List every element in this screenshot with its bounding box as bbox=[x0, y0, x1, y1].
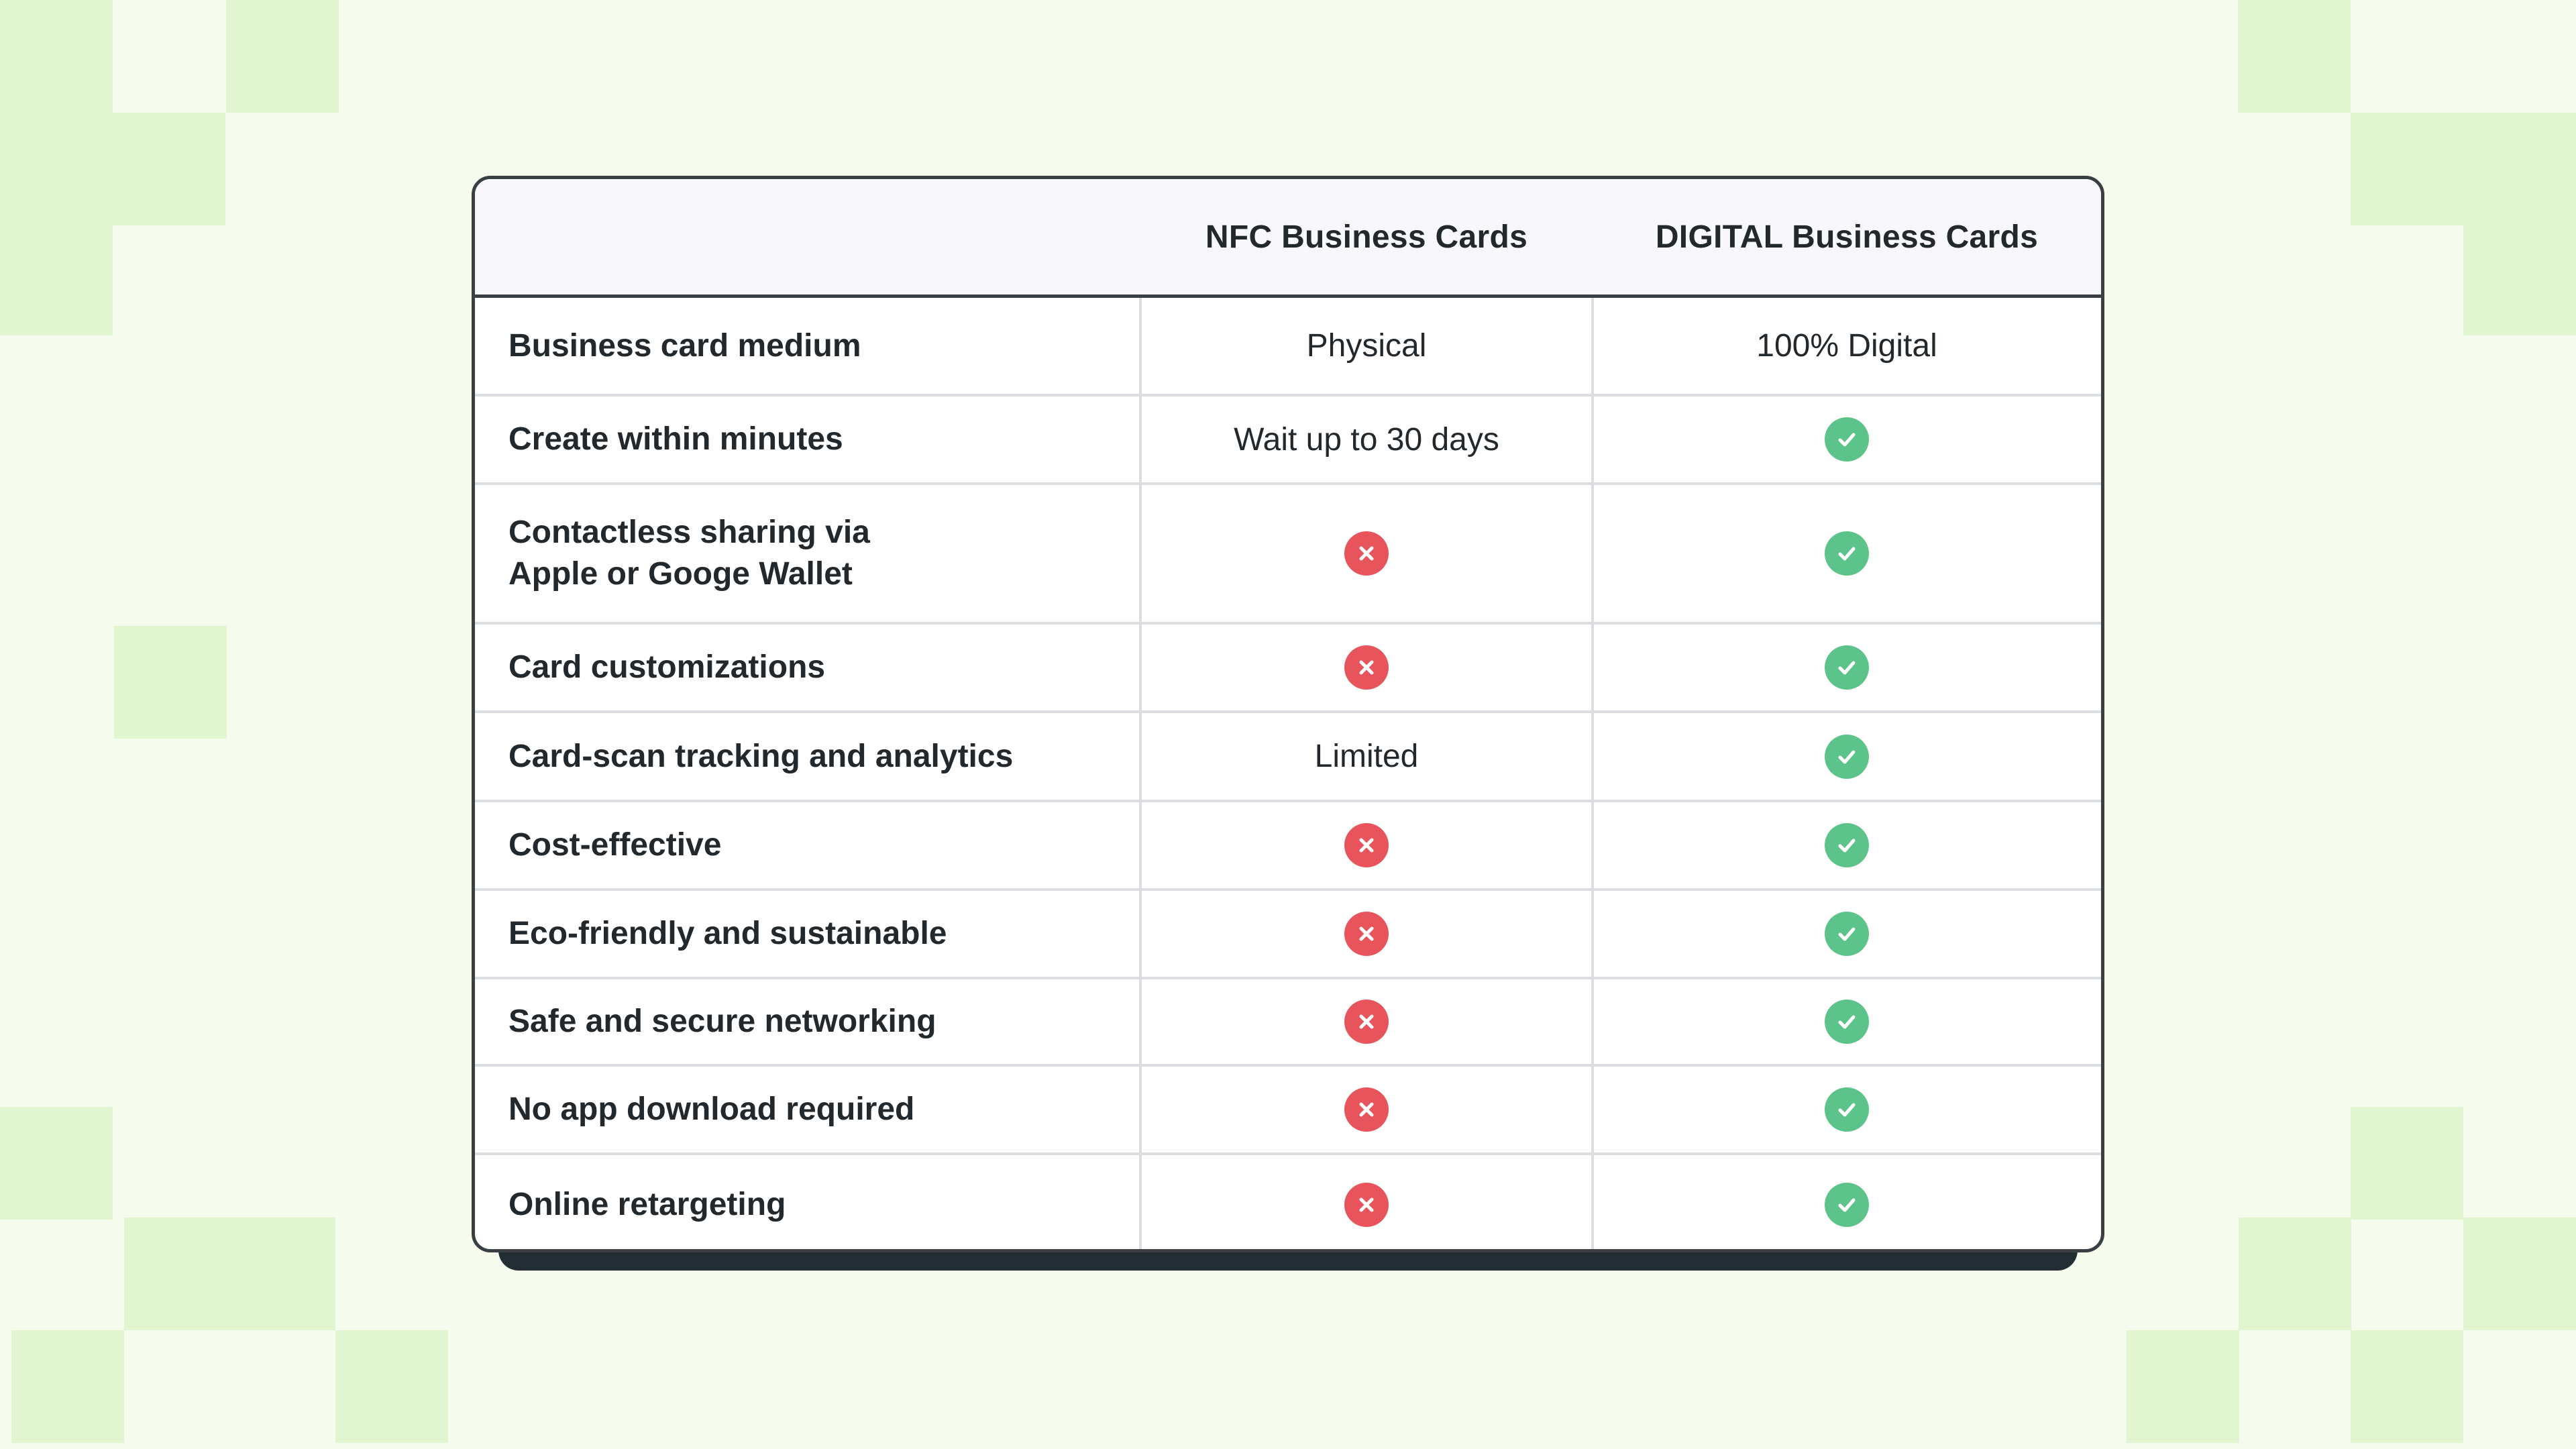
bg-square bbox=[2351, 1330, 2463, 1443]
cross-circle-icon bbox=[1344, 1000, 1389, 1044]
feature-label: Safe and secure networking bbox=[508, 1004, 936, 1039]
check-circle-icon bbox=[1825, 417, 1869, 462]
table-row: Eco-friendly and sustainable bbox=[475, 891, 2101, 979]
table-row: Cost-effective bbox=[475, 802, 2101, 891]
cross-circle-icon bbox=[1344, 531, 1389, 576]
cell-value: 100% Digital bbox=[1756, 328, 1937, 364]
bg-square bbox=[226, 0, 339, 113]
column-divider bbox=[1139, 298, 1142, 1249]
digital-cell bbox=[1593, 485, 2101, 622]
table-row: Card-scan tracking and analytics Limited bbox=[475, 713, 2101, 802]
check-circle-icon bbox=[1825, 531, 1869, 576]
nfc-cell: Physical bbox=[1140, 298, 1593, 394]
table-row: Create within minutes Wait up to 30 days bbox=[475, 396, 2101, 485]
bg-square bbox=[0, 1107, 113, 1220]
feature-label: Eco-friendly and sustainable bbox=[508, 916, 947, 951]
check-circle-icon bbox=[1825, 734, 1869, 779]
nfc-cell bbox=[1140, 625, 1593, 710]
cell-value: Physical bbox=[1306, 328, 1427, 364]
table-header: NFC Business Cards DIGITAL Business Card… bbox=[475, 179, 2101, 298]
check-circle-icon bbox=[1825, 1000, 1869, 1044]
digital-cell bbox=[1593, 1067, 2101, 1152]
cross-circle-icon bbox=[1344, 645, 1389, 690]
cross-circle-icon bbox=[1344, 912, 1389, 956]
bg-square bbox=[2463, 1218, 2576, 1330]
feature-label: Contactless sharing via Apple or Googe W… bbox=[508, 515, 870, 592]
check-circle-icon bbox=[1825, 1087, 1869, 1132]
digital-cell bbox=[1593, 713, 2101, 800]
feature-label: Card customizations bbox=[508, 649, 826, 685]
header-nfc: NFC Business Cards bbox=[1205, 219, 1528, 255]
feature-label: Business card medium bbox=[508, 327, 861, 364]
nfc-cell: Limited bbox=[1140, 713, 1593, 800]
digital-cell bbox=[1593, 802, 2101, 888]
check-circle-icon bbox=[1825, 645, 1869, 690]
check-circle-icon bbox=[1825, 1183, 1869, 1227]
check-circle-icon bbox=[1825, 823, 1869, 867]
nfc-cell bbox=[1140, 891, 1593, 977]
bg-square bbox=[114, 626, 227, 739]
digital-cell bbox=[1593, 979, 2101, 1064]
feature-label: Online retargeting bbox=[508, 1187, 786, 1222]
nfc-cell bbox=[1140, 485, 1593, 622]
header-feature bbox=[475, 179, 1140, 294]
nfc-cell: Wait up to 30 days bbox=[1140, 396, 1593, 482]
nfc-cell bbox=[1140, 1155, 1593, 1249]
bg-square bbox=[0, 0, 113, 335]
digital-cell bbox=[1593, 625, 2101, 710]
digital-cell bbox=[1593, 396, 2101, 482]
feature-label: Create within minutes bbox=[508, 421, 843, 457]
check-circle-icon bbox=[1825, 912, 1869, 956]
cell-value: Wait up to 30 days bbox=[1234, 421, 1499, 458]
table-row: No app download required bbox=[475, 1067, 2101, 1155]
bg-square bbox=[2351, 1107, 2463, 1220]
table-row: Card customizations bbox=[475, 625, 2101, 713]
nfc-cell bbox=[1140, 802, 1593, 888]
column-divider bbox=[1591, 298, 1594, 1249]
table-row: Online retargeting bbox=[475, 1155, 2101, 1249]
digital-cell bbox=[1593, 891, 2101, 977]
bg-square bbox=[2463, 113, 2576, 335]
digital-cell bbox=[1593, 1155, 2101, 1249]
bg-square bbox=[2127, 1330, 2239, 1443]
bg-square bbox=[124, 1218, 335, 1330]
table-row: Contactless sharing via Apple or Googe W… bbox=[475, 485, 2101, 625]
table-body: Business card medium Physical 100% Digital… bbox=[475, 298, 2101, 1249]
nfc-cell bbox=[1140, 1067, 1593, 1152]
bg-square bbox=[335, 1330, 448, 1443]
cross-circle-icon bbox=[1344, 1087, 1389, 1132]
bg-square bbox=[113, 113, 225, 225]
cross-circle-icon bbox=[1344, 823, 1389, 867]
comparison-table: NFC Business Cards DIGITAL Business Card… bbox=[472, 176, 2104, 1252]
digital-cell: 100% Digital bbox=[1593, 298, 2101, 394]
cell-value: Limited bbox=[1314, 739, 1419, 774]
feature-label: No app download required bbox=[508, 1091, 915, 1127]
cross-circle-icon bbox=[1344, 1183, 1389, 1227]
bg-square bbox=[2239, 1218, 2351, 1330]
bg-square bbox=[11, 1330, 124, 1443]
bg-square bbox=[2351, 113, 2463, 225]
feature-label: Card-scan tracking and analytics bbox=[508, 738, 1014, 774]
bg-square bbox=[2238, 0, 2351, 113]
table-row: Safe and secure networking bbox=[475, 979, 2101, 1067]
nfc-cell bbox=[1140, 979, 1593, 1064]
feature-label: Cost-effective bbox=[508, 827, 722, 863]
table-row: Business card medium Physical 100% Digital bbox=[475, 298, 2101, 396]
header-digital: DIGITAL Business Cards bbox=[1655, 219, 2039, 255]
